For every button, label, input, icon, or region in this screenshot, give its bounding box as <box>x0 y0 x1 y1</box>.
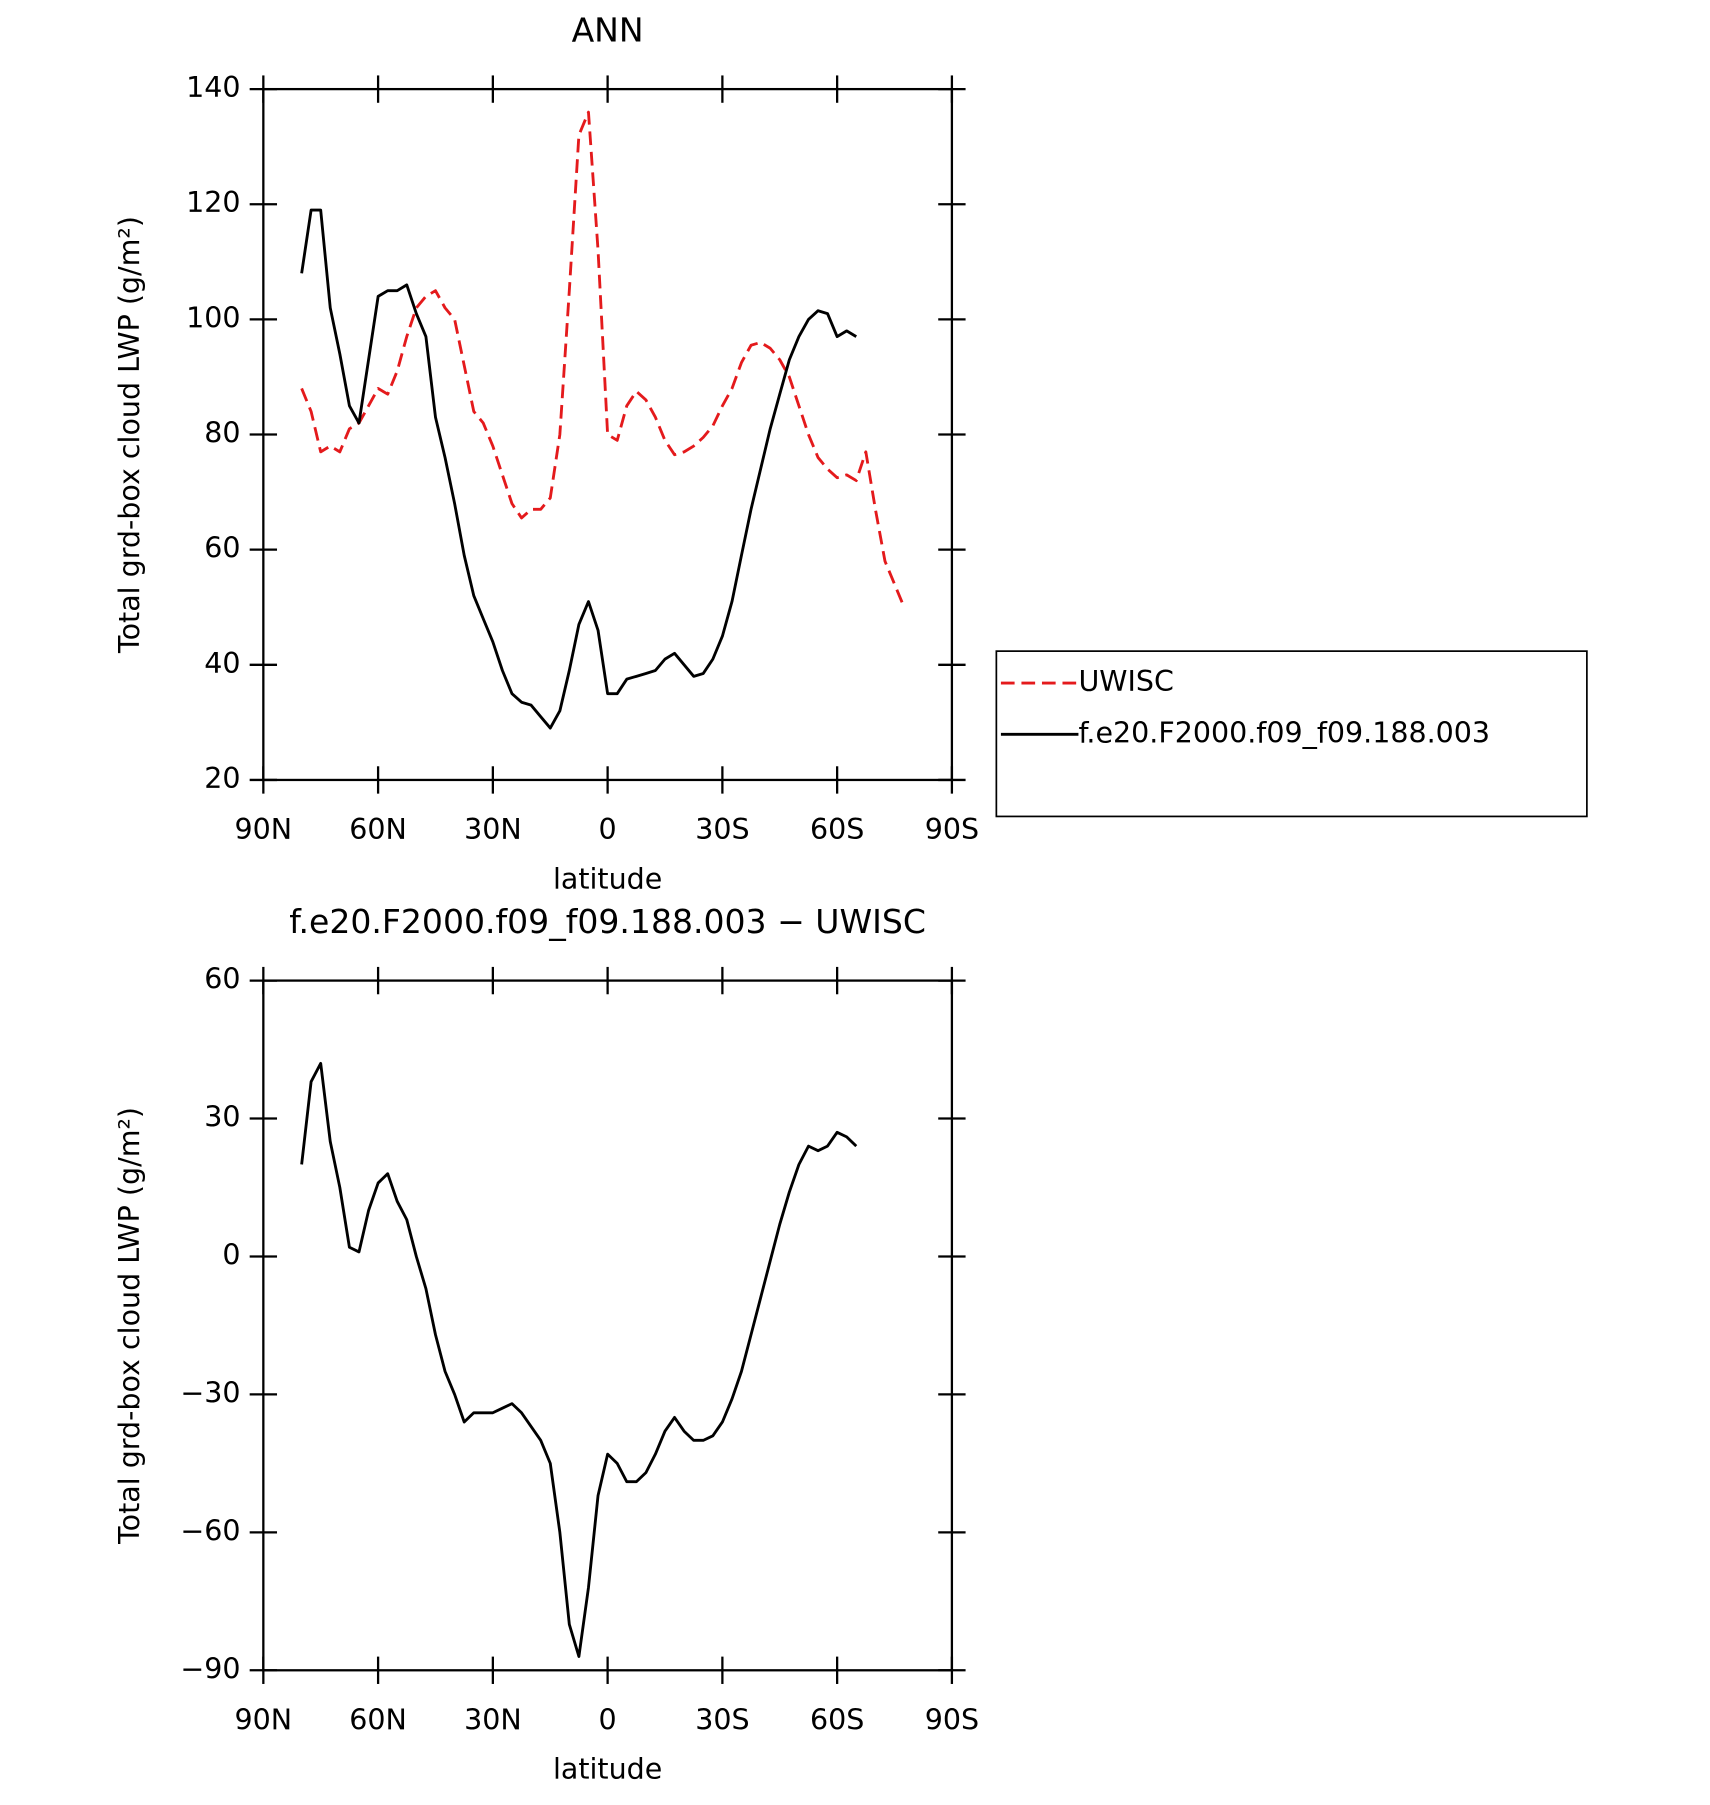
x-tick-label: 90S <box>925 1704 979 1737</box>
x-tick-label: 0 <box>599 813 617 846</box>
y-tick-label: 100 <box>186 301 240 334</box>
y-tick-label: 30 <box>204 1101 240 1134</box>
y-tick-label: 0 <box>222 1238 240 1271</box>
y-tick-label: −90 <box>180 1652 240 1685</box>
series-line <box>300 110 906 608</box>
x-tick-label: 30N <box>464 1704 522 1737</box>
y-tick-label: 20 <box>204 762 240 795</box>
legend-label: f.e20.F2000.f09_f09.188.003 <box>1078 716 1490 749</box>
x-axis-label: latitude <box>553 1753 662 1786</box>
plot-frame <box>262 87 954 782</box>
y-tick-label: −30 <box>180 1376 240 1409</box>
y-axis-label: Total grd-box cloud LWP (g/m²) <box>113 1107 146 1545</box>
x-tick-label: 30N <box>464 813 522 846</box>
legend: UWISC f.e20.F2000.f09_f09.188.003 <box>995 650 1588 818</box>
chart-title: f.e20.F2000.f09_f09.188.003 − UWISC <box>289 902 926 941</box>
x-tick-label: 90S <box>925 813 979 846</box>
x-tick-label: 60S <box>810 1704 864 1737</box>
legend-box <box>995 650 1588 818</box>
x-tick-label: 90N <box>235 813 293 846</box>
y-axis-label: Total grd-box cloud LWP (g/m²) <box>113 216 146 654</box>
x-tick-label: 60N <box>349 813 407 846</box>
y-tick-label: −60 <box>180 1514 240 1547</box>
x-tick-label: 30S <box>695 1704 749 1737</box>
x-tick-label: 90N <box>235 1704 293 1737</box>
y-tick-label: 60 <box>204 532 240 565</box>
series-line <box>300 208 857 730</box>
x-tick-label: 30S <box>695 813 749 846</box>
y-tick-label: 40 <box>204 647 240 680</box>
x-tick-label: 0 <box>599 1704 617 1737</box>
legend-label: UWISC <box>1078 665 1173 698</box>
y-tick-label: 120 <box>186 186 240 219</box>
y-tick-label: 140 <box>186 71 240 104</box>
x-tick-label: 60S <box>810 813 864 846</box>
chart-title: ANN <box>572 11 644 50</box>
x-axis-label: latitude <box>553 862 662 895</box>
x-tick-label: 60N <box>349 1704 407 1737</box>
y-tick-label: 80 <box>204 417 240 450</box>
y-tick-label: 60 <box>204 963 240 996</box>
plot-frame <box>262 979 954 1672</box>
series-line <box>300 1061 858 1658</box>
